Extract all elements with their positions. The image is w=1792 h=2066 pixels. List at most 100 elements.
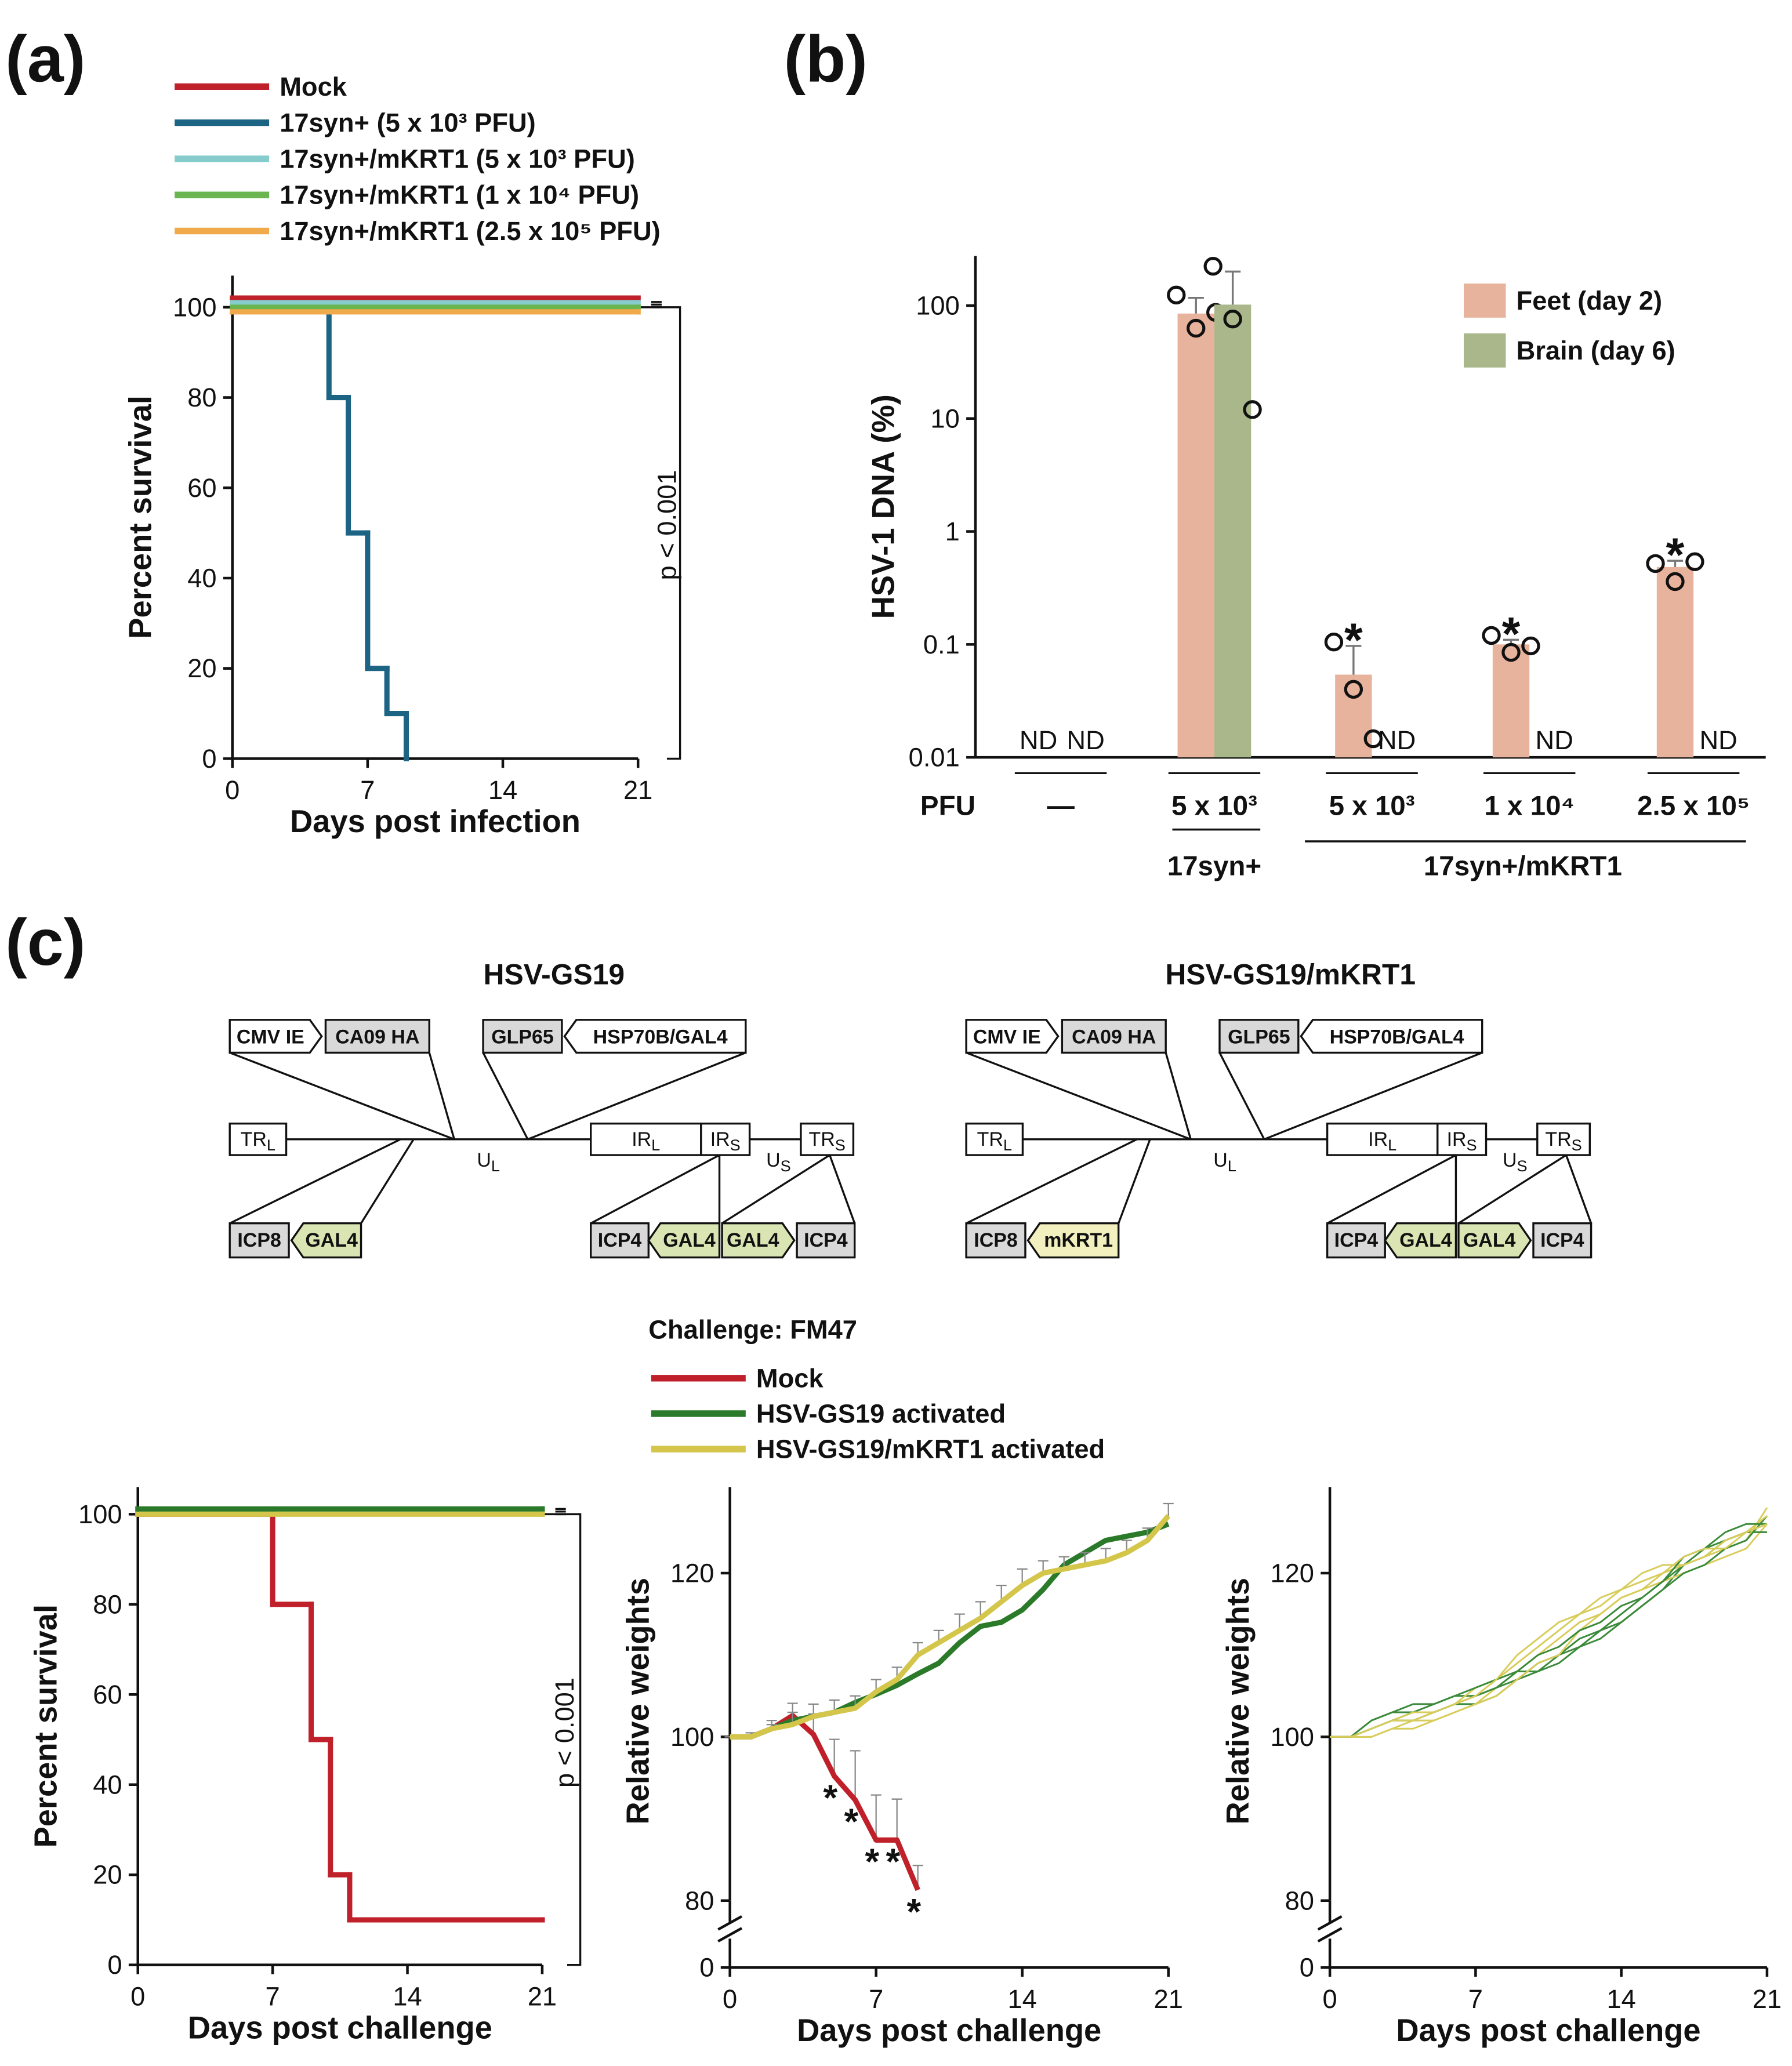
significance: * (865, 1842, 880, 1882)
y-tick-label: 0 (202, 744, 216, 774)
axis-break (717, 1927, 743, 1942)
connector (1264, 1051, 1483, 1141)
data-point (1501, 642, 1521, 662)
axis-break-mask (717, 1916, 743, 1940)
y-axis-label: Percent survival (122, 395, 158, 639)
x-tick-label: 7 (869, 1984, 883, 2014)
error-bar (829, 1738, 840, 1777)
gene-label: ICP4 (1334, 1229, 1379, 1251)
gene-label: CMV IE (973, 1026, 1041, 1048)
p-value: p < 0.001 (652, 470, 681, 580)
weight-line (730, 1514, 1171, 1740)
x-tick-label: 14 (1008, 1984, 1037, 2014)
weight-line (1330, 1531, 1767, 1738)
panel-label: (b) (783, 22, 868, 95)
connector (829, 1154, 856, 1224)
gene-label: ICP8 (237, 1229, 281, 1251)
gene-box (228, 1019, 323, 1054)
y-tick-label: 20 (187, 653, 216, 683)
legend-label: Brain (day 6) (1517, 336, 1675, 365)
y-tick-label: 120 (1270, 1558, 1314, 1588)
gene-box (228, 1222, 290, 1259)
panel-label: (a) (5, 22, 85, 95)
legend-title: Challenge: FM47 (648, 1315, 857, 1345)
y-tick-label: 60 (187, 473, 216, 503)
x-tick-label: 7 (266, 1982, 280, 2011)
region-sub: S (1467, 1135, 1477, 1153)
connector (229, 1138, 401, 1225)
region-name: TR (977, 1128, 1003, 1150)
data-point (1243, 400, 1262, 419)
survival-step (347, 1872, 545, 1923)
region-label: IRS (710, 1128, 741, 1154)
gene-box (228, 1122, 288, 1156)
category-label: 2.5 x 10⁵ (1637, 790, 1750, 821)
y-tick-label: 80 (685, 1886, 714, 1915)
category-label: 5 x 10³ (1329, 790, 1415, 821)
data-point (1646, 554, 1665, 573)
gene-box (1384, 1222, 1457, 1259)
y-tick-label: 100 (670, 1722, 714, 1752)
gene-label: ICP4 (804, 1229, 848, 1251)
gene-label: ICP8 (974, 1229, 1017, 1251)
legend-label: Mock (756, 1363, 824, 1393)
gene-box (800, 1122, 855, 1156)
region-name: U (1213, 1149, 1228, 1171)
survival-step (309, 1602, 333, 1742)
significance: * (1344, 614, 1363, 667)
x-tick-label: 14 (1606, 1984, 1635, 2014)
data-point (1187, 318, 1206, 338)
gene-label: GAL4 (727, 1229, 779, 1251)
gene-label: ICP4 (598, 1229, 642, 1251)
x-tick-label: 7 (360, 775, 375, 805)
connector (360, 1138, 415, 1224)
connector (428, 1052, 455, 1140)
y-tick-label: 80 (1285, 1886, 1314, 1915)
survival-step (326, 304, 351, 401)
data-point (1223, 310, 1242, 329)
region-sub: S (781, 1157, 791, 1175)
region-sub: L (1003, 1135, 1012, 1153)
region-label: TRS (808, 1128, 845, 1154)
y-tick-label: 100 (1270, 1722, 1314, 1752)
bar (1656, 567, 1694, 758)
region-name: TR (808, 1128, 835, 1150)
region-label: UL (1213, 1149, 1236, 1175)
error-bar (1188, 297, 1204, 314)
gene-label: GAL4 (663, 1229, 716, 1251)
region-sub: S (730, 1135, 741, 1153)
x-tick-label: 21 (1753, 1984, 1782, 2014)
region-label: TRL (977, 1128, 1012, 1154)
group-label: 17syn+ (1167, 851, 1261, 882)
data-point (1203, 256, 1223, 276)
connector (1218, 1052, 1265, 1140)
gene-label: GAL4 (305, 1229, 358, 1251)
x-tick-label: 0 (130, 1982, 145, 2011)
region-label: IRL (1368, 1128, 1396, 1154)
gene-box (1026, 1222, 1120, 1259)
connector (229, 1051, 455, 1141)
y-tick-label: 120 (670, 1558, 714, 1588)
x-axis-label: Days post challenge (797, 2013, 1101, 2048)
region-sub: L (1228, 1157, 1236, 1175)
region-sub: S (835, 1135, 846, 1153)
legend-swatch (1464, 283, 1506, 318)
data-point (1324, 633, 1344, 652)
significance: * (844, 1802, 859, 1842)
region-label: TRL (241, 1128, 275, 1154)
data-point (1685, 552, 1704, 571)
connector (1165, 1052, 1192, 1140)
gene-box (965, 1122, 1024, 1156)
significance: * (824, 1778, 838, 1818)
weight-line (730, 1522, 1170, 1740)
nd-label: ND (1378, 725, 1416, 755)
region-sub: L (1388, 1135, 1396, 1153)
error-bar (1163, 1502, 1174, 1516)
connector (527, 1051, 746, 1141)
nd-label: ND (1067, 725, 1104, 755)
connector (590, 1154, 720, 1225)
gene-box (1457, 1222, 1532, 1259)
connector (482, 1052, 529, 1140)
gene-box (965, 1222, 1026, 1259)
construct-title: HSV-GS19/mKRT1 (1165, 958, 1416, 991)
